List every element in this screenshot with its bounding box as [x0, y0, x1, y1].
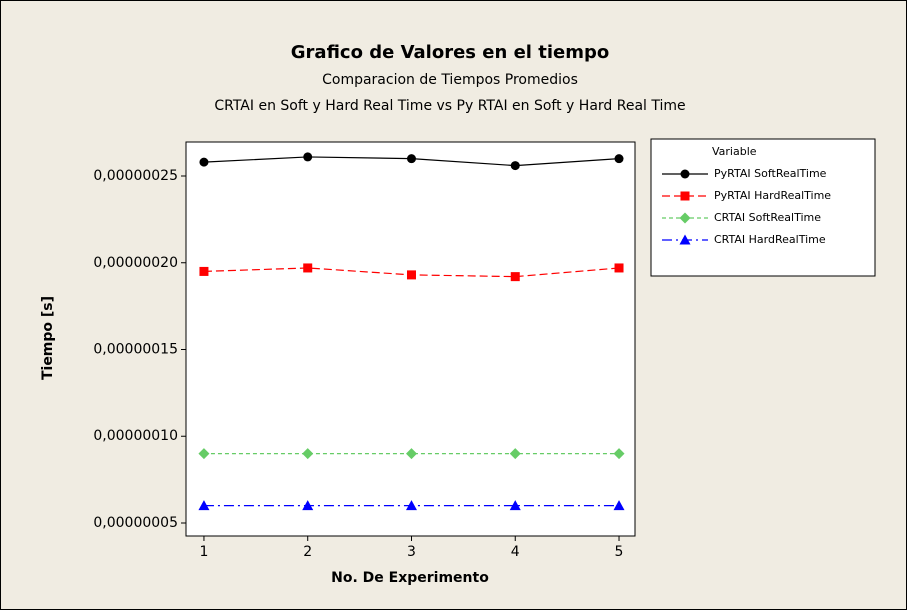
data-point [614, 263, 624, 273]
x-tick-label: 2 [303, 544, 312, 560]
legend-marker [680, 191, 690, 201]
x-tick-label: 4 [511, 544, 520, 560]
legend-marker [679, 234, 691, 245]
x-tick-label: 3 [407, 544, 416, 560]
plot-area [185, 141, 636, 537]
chart-title: Grafico de Valores en el tiempo [291, 42, 609, 63]
data-point [198, 448, 210, 460]
y-tick-label: 0,00000015 [93, 341, 178, 357]
data-point [303, 263, 313, 273]
data-point [406, 154, 416, 164]
data-point [510, 161, 520, 171]
legend-marker [680, 169, 690, 179]
data-point [302, 500, 314, 511]
data-point [198, 500, 210, 511]
legend-label: PyRTAI SoftRealTime [714, 167, 827, 180]
data-point [199, 266, 209, 276]
y-tick-label: 0,00000005 [93, 515, 178, 531]
legend-label: PyRTAI HardRealTime [714, 189, 831, 202]
legend-title: Variable [712, 145, 757, 158]
y-axis-label: Tiempo [s] [40, 296, 56, 380]
legend [650, 138, 876, 277]
chart-subtitle: Comparacion de Tiempos Promedios [322, 72, 578, 88]
data-point [302, 448, 314, 460]
data-point [509, 448, 521, 460]
y-tick-label: 0,00000020 [93, 255, 178, 271]
legend-label: CRTAI HardRealTime [714, 233, 826, 246]
x-tick-label: 1 [199, 544, 208, 560]
data-point [406, 270, 416, 280]
legend-label: CRTAI SoftRealTime [714, 211, 821, 224]
data-point [614, 154, 624, 164]
y-tick-label: 0,00000010 [93, 428, 178, 444]
data-point [405, 448, 417, 460]
legend-marker [679, 212, 691, 224]
data-point [509, 500, 521, 511]
data-point [613, 500, 625, 511]
data-point [199, 157, 209, 167]
data-point [613, 448, 625, 460]
data-point [303, 152, 313, 162]
x-axis-label: No. De Experimento [331, 570, 489, 586]
chart-subtitle: CRTAI en Soft y Hard Real Time vs Py RTA… [214, 98, 685, 114]
y-tick-label: 0,00000025 [93, 168, 178, 184]
data-point [405, 500, 417, 511]
x-tick-label: 5 [615, 544, 624, 560]
data-point [510, 272, 520, 282]
